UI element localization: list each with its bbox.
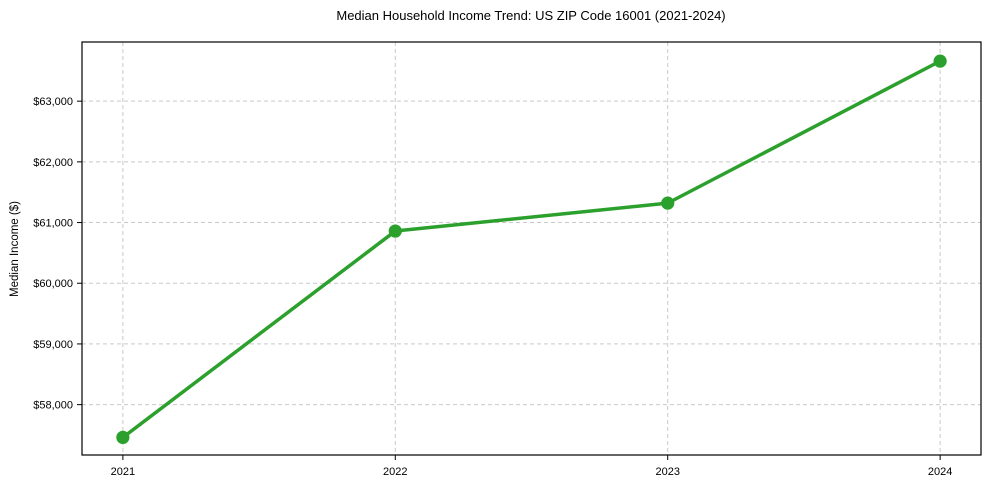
y-tick-label: $61,000	[33, 218, 73, 230]
data-point	[661, 196, 675, 210]
x-tick-label: 2023	[655, 466, 679, 478]
data-point	[116, 430, 130, 444]
series-line	[121, 59, 942, 440]
data-point	[388, 224, 402, 238]
x-tick-label: 2024	[928, 466, 952, 478]
y-tick-label: $58,000	[33, 400, 73, 412]
plot-border	[81, 41, 982, 456]
x-tick-label: 2021	[111, 466, 135, 478]
line-series	[116, 54, 947, 444]
y-tick-label: $59,000	[33, 339, 73, 351]
y-tick-label: $62,000	[33, 157, 73, 169]
chart-title: Median Household Income Trend: US ZIP Co…	[336, 8, 725, 23]
data-point	[933, 54, 947, 68]
x-tick-label: 2022	[383, 466, 407, 478]
y-axis-label: Median Income ($)	[9, 201, 21, 297]
y-tick-label: $60,000	[33, 278, 73, 290]
y-tick-label: $63,000	[33, 96, 73, 108]
axis-ticks: $58,000 $59,000 $60,000 $61,000 $62,000 $63,0…	[33, 96, 952, 478]
gridlines	[82, 42, 981, 455]
